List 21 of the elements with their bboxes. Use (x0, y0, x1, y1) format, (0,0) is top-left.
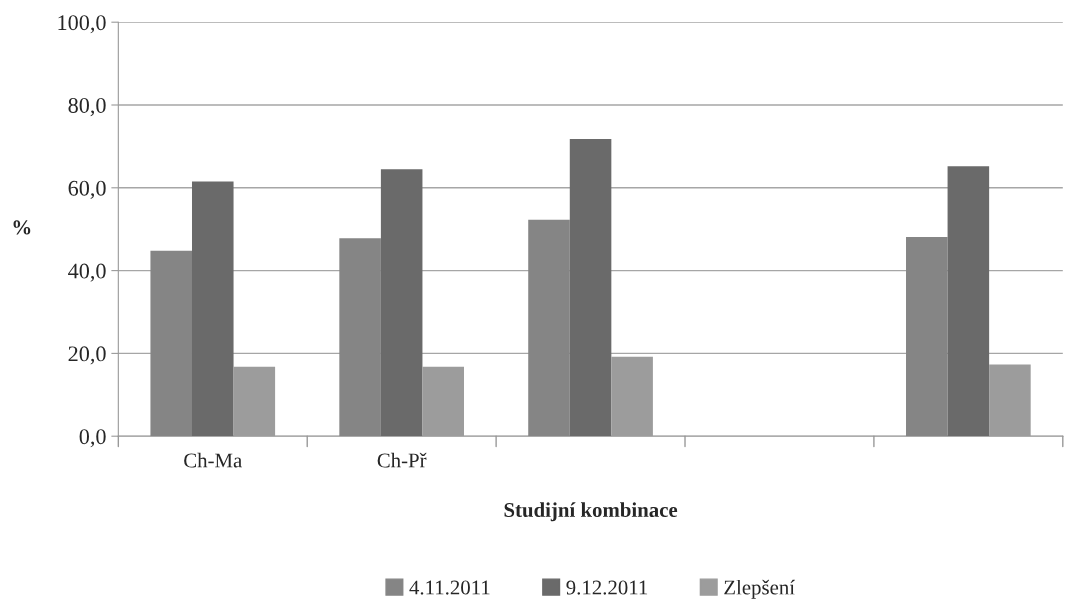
legend-label: Zlepšení (724, 579, 795, 599)
bar (150, 250, 192, 437)
legend-label: 4.11.2011 (409, 580, 490, 595)
y-tick-label: 40,0 (68, 263, 106, 282)
bar (380, 169, 423, 437)
bar (339, 238, 381, 437)
y-axis-title: % (13, 220, 31, 235)
y-tick-label: 20,0 (68, 346, 106, 365)
x-tick-label: Ch-Ma (184, 452, 242, 468)
bar (192, 181, 234, 437)
y-tick-label: 60,0 (68, 180, 106, 199)
y-tick-label: 100,0 (58, 15, 106, 34)
x-tick-label: Ch-Př (377, 452, 427, 468)
bar (528, 219, 570, 437)
y-tick-label: 80,0 (68, 97, 106, 117)
y-tick-label: 0,0 (79, 429, 106, 448)
bar (906, 237, 948, 437)
legend-label: 9.12.2011 (566, 580, 648, 595)
x-axis-title: Studijní kombinace (504, 502, 678, 522)
bar (569, 138, 612, 437)
bar (947, 166, 990, 437)
